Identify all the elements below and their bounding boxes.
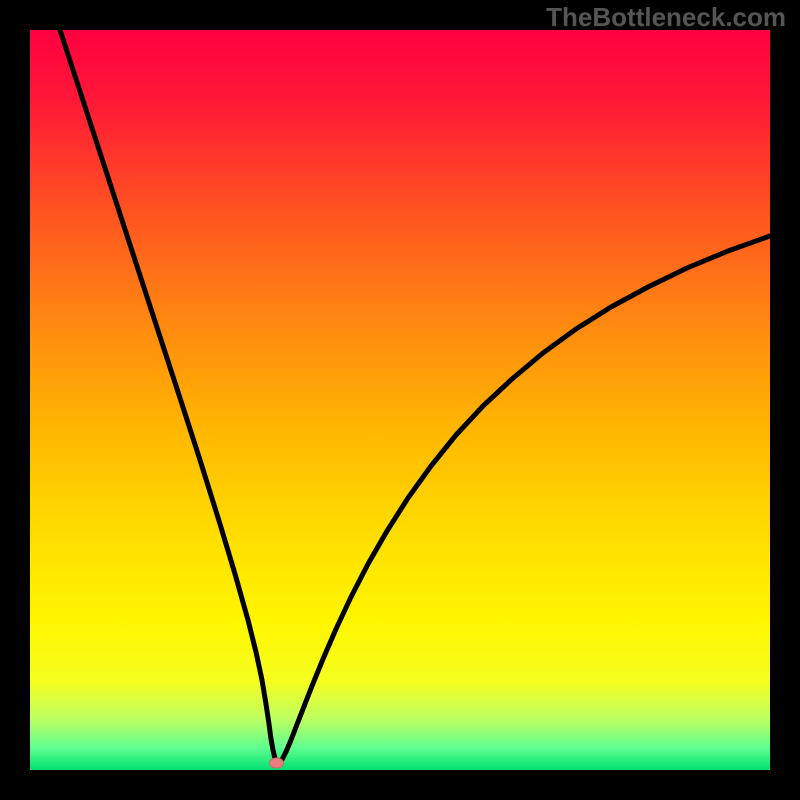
bottleneck-curve (30, 30, 770, 763)
curve-svg (30, 30, 770, 770)
chart-frame: TheBottleneck.com (0, 0, 800, 800)
minimum-marker (270, 758, 284, 768)
plot-area (30, 30, 770, 770)
watermark-text: TheBottleneck.com (546, 2, 786, 33)
